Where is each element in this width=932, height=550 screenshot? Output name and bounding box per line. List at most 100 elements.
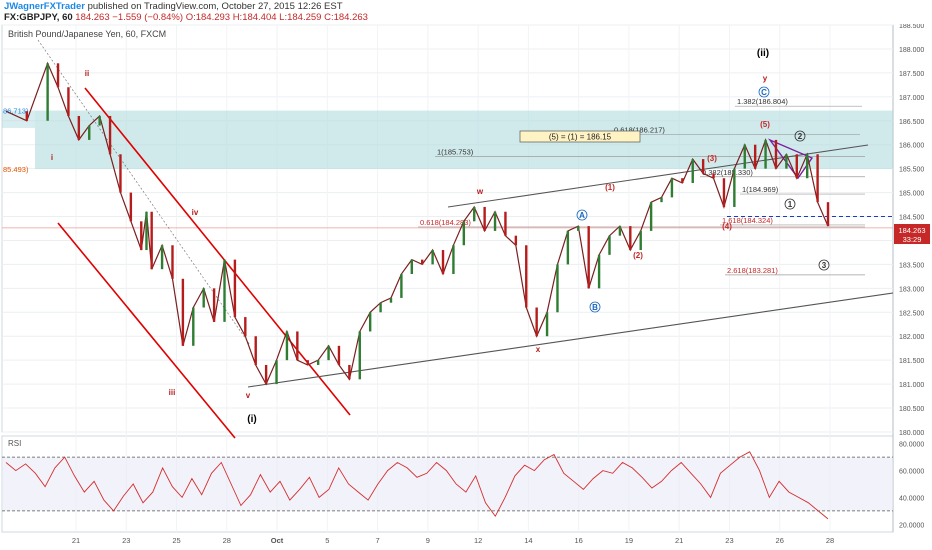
price-bar [264, 364, 268, 385]
fib-label: 0.618(184.283) [420, 218, 471, 227]
price-bar [421, 259, 424, 265]
wave-label: B [592, 303, 598, 312]
price-bar [202, 288, 205, 308]
resistance-zone [35, 110, 893, 169]
wave-label: (5) [760, 120, 770, 129]
price-bar [753, 144, 757, 169]
price-bar [348, 364, 351, 380]
price-bar [608, 235, 611, 255]
rsi-tick-label: 40.0000 [899, 495, 924, 502]
price-tick-label: 185.500 [899, 167, 924, 174]
price-bar [722, 178, 726, 207]
price-tick-label: 182.500 [899, 310, 924, 317]
time-tick-label: 9 [426, 536, 430, 545]
price-bar [67, 87, 70, 116]
price-bar [701, 159, 705, 174]
price-tick-label: 188.000 [899, 47, 924, 54]
resistance-trend-line [447, 144, 869, 208]
channel-lower-line [57, 222, 236, 439]
price-chart[interactable]: 1.382(186.804) 0.618(186.217) 1(185.753) 0.… [0, 24, 932, 550]
wave-label: iv [192, 208, 199, 217]
time-tick-label: 16 [574, 536, 582, 545]
wave-marker-circle [758, 86, 770, 98]
time-tick-label: 28 [826, 536, 834, 545]
price-bar [337, 345, 341, 365]
channel-upper-line [84, 87, 351, 416]
price-bar [587, 226, 590, 289]
wave-label: (ii) [757, 48, 769, 59]
time-tick-label: 28 [223, 536, 231, 545]
price-bar [192, 307, 195, 346]
price-bar [108, 115, 112, 155]
price-bar [77, 115, 81, 140]
price-bar [441, 250, 445, 274]
price-bar [681, 178, 684, 184]
time-tick-label: 26 [776, 536, 784, 545]
price-bar [826, 202, 830, 227]
price-tick-label: 188.500 [899, 24, 924, 30]
price-bar [577, 226, 580, 231]
price-bar [244, 317, 247, 337]
price-bar [296, 331, 299, 361]
wave-marker-circle [784, 198, 796, 210]
price-bar [670, 178, 674, 198]
price-bar [223, 259, 226, 322]
price-bar [46, 63, 49, 121]
price-bar [629, 226, 632, 251]
rsi-line [5, 451, 829, 520]
price-bar [493, 211, 497, 231]
price-bar [733, 168, 736, 207]
wave-label: (i) [247, 414, 256, 425]
price-bar [566, 230, 570, 265]
fib-label: 0.382(185.330) [702, 168, 753, 177]
author-name[interactable]: JWagnerFXTrader [4, 1, 85, 12]
price-bar [785, 154, 788, 169]
time-tick-label: 7 [376, 536, 380, 545]
wave-label: (3) [707, 154, 717, 163]
price-bar [400, 273, 403, 298]
price-bar [795, 154, 798, 179]
price-bar [431, 250, 434, 265]
last-price-header: 184.263 [75, 12, 110, 23]
rsi-tick-label: 60.0000 [899, 469, 924, 476]
wave-label: 3 [822, 261, 827, 270]
rsi-tick-label: 20.0000 [899, 522, 924, 529]
wave-label: (1) [605, 183, 615, 192]
fib-label: 1.618(184.324) [722, 216, 773, 225]
wave-label: i [51, 153, 53, 162]
fib-label: 2.618(183.281) [727, 266, 778, 275]
plot-area [1, 24, 894, 433]
zone-label: 85.493) [3, 165, 29, 174]
chart-title: British Pound/Japanese Yen, 60, FXCM [8, 29, 166, 39]
wave-label: x [536, 345, 541, 354]
price-bar [597, 254, 601, 289]
wave-label: 2 [798, 132, 803, 141]
price-bar [535, 307, 538, 337]
price-bar [514, 235, 518, 246]
rsi-label: RSI [8, 439, 21, 448]
price-bar [181, 278, 185, 346]
price-tick-label: 182.000 [899, 334, 924, 341]
price-bar [306, 360, 309, 365]
rsi-tick-label: 80.0000 [899, 442, 924, 449]
rsi-indicator: 80.0000 60.0000 40.0000 20.0000 [2, 442, 924, 529]
price-bar [462, 221, 466, 246]
last-price-tag: 184.263 33:29 [894, 224, 930, 244]
rsi-band [2, 457, 893, 511]
price-bar [358, 331, 361, 380]
price-bar [660, 197, 663, 203]
wave-label: v [246, 391, 251, 400]
wave-marker-circle [818, 259, 830, 271]
price-bar [545, 312, 549, 337]
chart-header: JWagnerFXTrader published on TradingView… [0, 0, 932, 24]
price-bar [389, 297, 393, 303]
price-tick-label: 183.500 [899, 262, 924, 269]
price-bar [98, 115, 101, 126]
price-bar [56, 63, 60, 88]
price-bar [25, 111, 29, 121]
callout-text: (5) = (1) = 186.15 [549, 133, 612, 142]
time-tick-label: 21 [72, 536, 80, 545]
time-tick-label: 19 [625, 536, 633, 545]
time-tick-label: 25 [172, 536, 180, 545]
price-tick-label: 181.500 [899, 358, 924, 365]
